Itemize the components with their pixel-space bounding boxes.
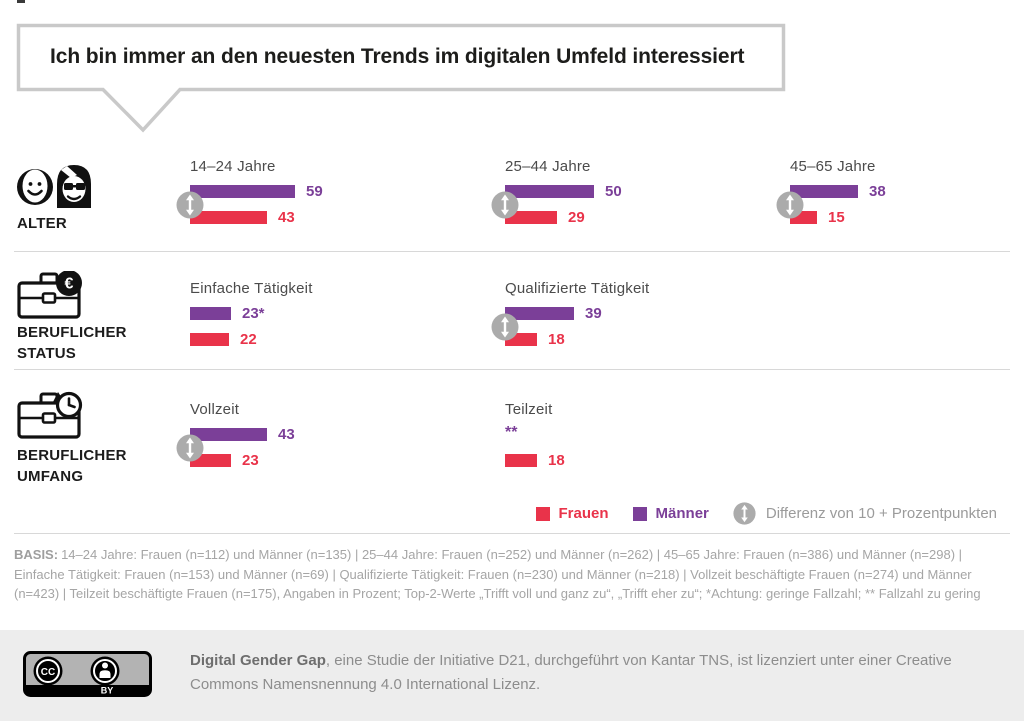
frauen-swatch bbox=[535, 506, 550, 521]
legend-item-maenner: Männer bbox=[632, 505, 709, 522]
category-label-alter: ALTER bbox=[17, 215, 67, 232]
bar-group: 14–24 Jahre 59 43 bbox=[176, 158, 490, 253]
category-alter: ALTER bbox=[17, 162, 167, 232]
frauen-bar bbox=[190, 333, 229, 346]
legend-label-differenz: Differenz von 10 + Prozentpunkten bbox=[765, 505, 997, 522]
maenner-bar bbox=[505, 307, 574, 320]
frauen-value: 29 bbox=[568, 209, 585, 226]
difference-icon bbox=[176, 434, 204, 462]
separator-line bbox=[14, 369, 1010, 370]
legend-item-frauen: Frauen bbox=[535, 505, 609, 522]
maenner-value: 39 bbox=[585, 305, 602, 322]
cc-by-badge: CC BY bbox=[23, 651, 152, 697]
basis-text: 14–24 Jahre: Frauen (n=112) und Männer (… bbox=[14, 547, 981, 601]
footer-license-text: Digital Gender Gap, eine Studie der Init… bbox=[190, 649, 970, 697]
svg-text:CC: CC bbox=[41, 667, 55, 678]
speech-bubble bbox=[16, 23, 786, 133]
category-beruflicher-status: € BERUFLICHER STATUS bbox=[17, 270, 167, 362]
difference-icon bbox=[733, 502, 756, 525]
separator-line bbox=[14, 251, 1010, 252]
category-beruflicher-umfang: BERUFLICHER UMFANG bbox=[17, 391, 167, 485]
category-label-beruflicher-status: BERUFLICHER STATUS bbox=[17, 324, 127, 362]
svg-text:BY: BY bbox=[101, 686, 114, 696]
legend-label-maenner: Männer bbox=[655, 505, 709, 522]
page-title: Ich bin immer an den neuesten Trends im … bbox=[50, 45, 745, 68]
maenner-value: 59 bbox=[306, 183, 323, 200]
category-label-beruflicher-umfang: BERUFLICHER UMFANG bbox=[17, 447, 127, 485]
sample-too-small-marker: ** bbox=[505, 424, 518, 441]
frauen-value: 18 bbox=[548, 452, 565, 469]
study-name: Digital Gender Gap bbox=[190, 652, 326, 669]
maenner-bar bbox=[190, 185, 295, 198]
bar-group: Teilzeit ** 18 bbox=[505, 401, 805, 496]
stray-mark bbox=[17, 0, 25, 3]
group-label: 45–65 Jahre bbox=[790, 158, 876, 175]
frauen-value: 15 bbox=[828, 209, 845, 226]
age-faces-icon bbox=[17, 165, 91, 208]
legend-label-frauen: Frauen bbox=[558, 505, 609, 522]
group-label: Teilzeit bbox=[505, 401, 553, 418]
group-label: Vollzeit bbox=[190, 401, 240, 418]
maenner-value: 38 bbox=[869, 183, 886, 200]
frauen-bar bbox=[505, 454, 537, 467]
difference-icon bbox=[491, 191, 519, 219]
basis-label: BASIS: bbox=[14, 547, 59, 562]
maenner-value: 23* bbox=[242, 305, 265, 322]
maenner-bar bbox=[790, 185, 858, 198]
bar-group: Qualifizierte Tätigkeit 39 18 bbox=[491, 280, 805, 375]
svg-text:€: € bbox=[65, 276, 74, 293]
bar-group: 25–44 Jahre 50 29 bbox=[491, 158, 805, 253]
group-label: 14–24 Jahre bbox=[190, 158, 276, 175]
bar-group: Vollzeit 43 23 bbox=[176, 401, 490, 496]
frauen-value: 23 bbox=[242, 452, 259, 469]
frauen-value: 43 bbox=[278, 209, 295, 226]
group-label: Einfache Tätigkeit bbox=[190, 280, 313, 297]
footer: CC BY Digital Gender Gap, eine Studie de… bbox=[0, 630, 1024, 721]
legend-item-differenz: Differenz von 10 + Prozentpunkten bbox=[733, 502, 997, 525]
legend: Frauen Männer Differenz von 10 + Prozent… bbox=[535, 502, 997, 525]
maenner-bar bbox=[190, 428, 267, 441]
separator-line bbox=[14, 533, 1010, 534]
difference-icon bbox=[491, 313, 519, 341]
difference-icon bbox=[176, 191, 204, 219]
bar-group: 45–65 Jahre 38 15 bbox=[776, 158, 1024, 253]
maenner-value: 50 bbox=[605, 183, 622, 200]
frauen-value: 22 bbox=[240, 331, 257, 348]
bar-group: Einfache Tätigkeit 23* 22 bbox=[190, 280, 490, 375]
frauen-bar bbox=[190, 211, 267, 224]
difference-icon bbox=[776, 191, 804, 219]
maenner-swatch bbox=[632, 506, 647, 521]
basis-note: BASIS: 14–24 Jahre: Frauen (n=112) und Mä… bbox=[14, 545, 1012, 604]
maenner-bar bbox=[190, 307, 231, 320]
maenner-value: 43 bbox=[278, 426, 295, 443]
license-text: , eine Studie der Initiative D21, durchg… bbox=[190, 652, 952, 693]
frauen-value: 18 bbox=[548, 331, 565, 348]
group-label: Qualifizierte Tätigkeit bbox=[505, 280, 650, 297]
briefcase-clock-icon bbox=[17, 391, 83, 439]
frauen-bar bbox=[190, 454, 231, 467]
frauen-bar bbox=[505, 211, 557, 224]
briefcase-euro-icon: € bbox=[17, 270, 82, 319]
group-label: 25–44 Jahre bbox=[505, 158, 591, 175]
maenner-bar bbox=[505, 185, 594, 198]
